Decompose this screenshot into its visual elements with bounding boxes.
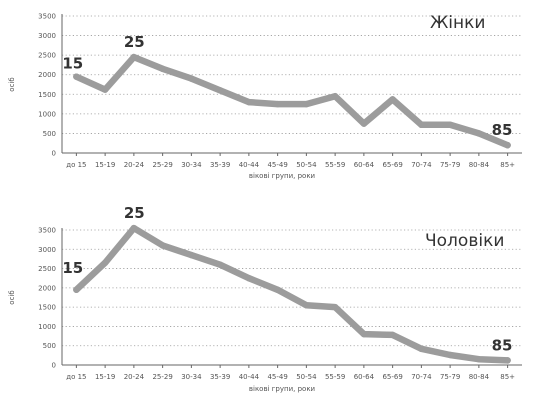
chart-1-data-point: [361, 120, 367, 126]
chart-2-xtick-label: 20-24: [124, 373, 145, 381]
chart-2-data-point: [188, 252, 194, 258]
chart-2-data-point: [418, 346, 424, 352]
chart-1-data-point: [188, 75, 194, 81]
chart-2-ytick-label: 3000: [38, 246, 56, 254]
chart-1-xtick-label: 50-54: [296, 161, 317, 169]
chart-2-xtick-label: 55-59: [325, 373, 345, 381]
chart-1-data-point: [332, 93, 338, 99]
chart-2-ytick-label: 1000: [38, 323, 56, 331]
chart-2-xtick-label: 85+: [500, 373, 515, 381]
chart-2-data-point: [73, 287, 79, 293]
chart-1-annotation: 25: [124, 33, 145, 51]
chart-1-title: Жінки: [430, 13, 485, 33]
chart-1-data-point: [447, 122, 453, 128]
chart-2-data-point: [274, 287, 280, 293]
chart-2-xtick-label: 60-64: [354, 373, 375, 381]
chart-1-data-point: [159, 66, 165, 72]
chart-1-xtick-label: 55-59: [325, 161, 345, 169]
chart-1-xtick-label: 15-19: [95, 161, 115, 169]
chart-1-y-axis-title: осіб: [8, 77, 16, 91]
chart-2-data-point: [159, 242, 165, 248]
chart-2-data-point: [447, 352, 453, 358]
chart-1-data-point: [246, 99, 252, 105]
chart-2-data-point: [246, 275, 252, 281]
chart-1-data-point: [389, 96, 395, 102]
chart-2-xtick-label: 25-29: [152, 373, 172, 381]
chart-2-xtick-label: 40-44: [239, 373, 260, 381]
chart-1-data-point: [217, 87, 223, 93]
chart-2-title: Чоловіки: [425, 231, 504, 251]
chart-2-xtick-label: 30-34: [181, 373, 202, 381]
chart-1-xtick-label: 65-69: [382, 161, 402, 169]
chart-1-xtick-label: 60-64: [354, 161, 375, 169]
chart-2-data-point: [303, 302, 309, 308]
chart-2-data-point: [217, 262, 223, 268]
chart-1-data-point: [504, 142, 510, 148]
chart-1-xtick-label: 30-34: [181, 161, 202, 169]
chart-2-xtick-label: 80-84: [469, 373, 490, 381]
chart-1-data-point: [102, 86, 108, 92]
chart-2-xtick-label: 75-79: [440, 373, 460, 381]
chart-2-xtick-label: 45-49: [267, 373, 287, 381]
chart-1-xtick-label: 70-74: [411, 161, 432, 169]
chart-2-data-point: [476, 356, 482, 362]
chart-1-ytick-label: 2000: [38, 71, 56, 79]
chart-2-data-point: [361, 331, 367, 337]
chart-2-ytick-label: 500: [43, 342, 56, 350]
chart-2-xtick-label: 65-69: [382, 373, 402, 381]
chart-2-data-point: [332, 304, 338, 310]
chart-2-x-axis-title: вікові групи, роки: [249, 385, 315, 393]
chart-1-annotation: 15: [62, 55, 83, 73]
chart-1-ytick-label: 3000: [38, 32, 56, 40]
chart-1-xtick-label: 40-44: [239, 161, 260, 169]
chart-2-ytick-label: 0: [52, 362, 56, 370]
chart-1-data-point: [303, 101, 309, 107]
chart-1-ytick-label: 0: [52, 150, 56, 158]
chart-2-annotation: 25: [124, 204, 145, 222]
chart-2-xtick-label: 50-54: [296, 373, 317, 381]
chart-1-xtick-label: 80-84: [469, 161, 490, 169]
chart-1-data-point: [274, 101, 280, 107]
chart-2-ytick-label: 1500: [38, 304, 56, 312]
chart-2-data-point: [389, 332, 395, 338]
chart-1-xtick-label: 35-39: [210, 161, 230, 169]
chart-2-annotation: 85: [492, 336, 513, 354]
chart-1-xtick-label: 45-49: [267, 161, 287, 169]
chart-1-data-point: [73, 73, 79, 79]
chart-2-ytick-label: 2500: [38, 265, 56, 273]
chart-1-series-line: [76, 57, 507, 145]
chart-2-xtick-label: 35-39: [210, 373, 230, 381]
chart-1-data-point: [131, 54, 137, 60]
chart-2-xtick-label: до 15: [66, 373, 86, 381]
chart-1-x-axis-title: вікові групи, роки: [249, 172, 315, 180]
chart-1-xtick-label: 20-24: [124, 161, 145, 169]
chart-1-annotation: 85: [492, 121, 513, 139]
chart-2-ytick-label: 2000: [38, 284, 56, 292]
chart-2-ytick-label: 3500: [38, 227, 56, 235]
chart-2-data-point: [131, 225, 137, 231]
chart-1-ytick-label: 2500: [38, 52, 56, 60]
chart-1-ytick-label: 3500: [38, 13, 56, 21]
chart-2-data-point: [102, 260, 108, 266]
chart-2-panel: 0 500 1000 1500 2000 2500 3000 3500 до 15 15-19 20…: [8, 204, 522, 393]
chart-1-xtick-label: 25-29: [152, 161, 172, 169]
chart-1-panel: 0 500 1000 1500 2000 2500 3000 3500 до 15 15-19 20…: [8, 13, 522, 181]
chart-1-ytick-label: 500: [43, 130, 56, 138]
chart-2-annotation: 15: [62, 259, 83, 277]
chart-1-ytick-label: 1500: [38, 91, 56, 99]
chart-1-xtick-label: 75-79: [440, 161, 460, 169]
chart-2-xtick-label: 15-19: [95, 373, 115, 381]
chart-2-y-axis-title: осіб: [8, 290, 16, 304]
chart-1-ytick-label: 1000: [38, 110, 56, 118]
chart-2-xtick-label: 70-74: [411, 373, 432, 381]
chart-1-data-point: [476, 130, 482, 136]
chart-2-data-point: [504, 357, 510, 363]
chart-1-data-point: [418, 122, 424, 128]
chart-1-xtick-label: 85+: [500, 161, 515, 169]
chart-1-xtick-label: до 15: [66, 161, 86, 169]
